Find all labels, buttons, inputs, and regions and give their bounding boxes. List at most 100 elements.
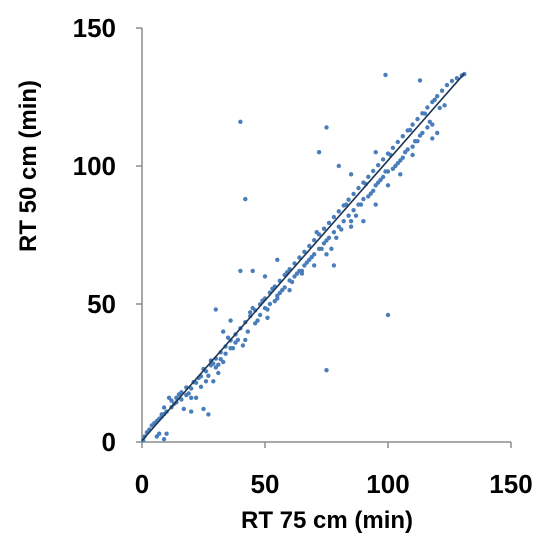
data-point <box>272 299 277 304</box>
data-point <box>307 257 312 262</box>
x-tick-labels: 0 50 100 150 <box>135 469 533 499</box>
data-point <box>316 150 322 155</box>
data-point <box>331 230 337 235</box>
data-point <box>211 379 216 384</box>
data-point <box>410 144 415 149</box>
data-point <box>302 263 307 268</box>
data-point <box>248 310 253 315</box>
x-tick-label: 0 <box>135 469 149 499</box>
data-point <box>312 252 317 257</box>
y-tick-marks <box>136 27 142 443</box>
data-point <box>400 155 405 160</box>
data-point <box>302 249 307 254</box>
data-point <box>189 409 194 414</box>
data-point <box>312 263 317 268</box>
data-point <box>326 220 332 226</box>
data-point <box>238 119 243 125</box>
data-point <box>395 161 400 166</box>
data-point <box>287 278 292 283</box>
data-point <box>267 301 273 307</box>
data-point <box>339 227 344 232</box>
data-point <box>221 329 226 334</box>
data-point <box>326 235 332 240</box>
data-point <box>161 437 167 442</box>
x-axis-title: RT 75 cm (min) <box>241 507 413 534</box>
data-point <box>243 337 248 343</box>
data-point <box>218 357 223 362</box>
data-point <box>174 395 179 400</box>
data-point <box>203 379 209 384</box>
data-point <box>407 127 413 133</box>
data-point <box>361 196 366 202</box>
data-point <box>324 125 329 130</box>
data-point <box>398 172 403 177</box>
data-point <box>417 78 423 83</box>
data-point <box>324 252 329 257</box>
data-point <box>216 370 221 376</box>
y-tick-label: 150 <box>73 13 116 43</box>
data-point <box>373 150 378 155</box>
data-point <box>157 431 162 436</box>
x-tick-label: 100 <box>366 469 409 499</box>
data-point <box>331 263 337 268</box>
data-point <box>238 268 243 274</box>
data-point <box>307 243 312 249</box>
data-point <box>366 174 371 179</box>
data-point <box>201 406 206 412</box>
data-point <box>275 293 280 298</box>
data-point <box>321 226 327 231</box>
data-point <box>240 343 246 348</box>
data-point <box>351 191 356 197</box>
data-point <box>385 183 391 188</box>
data-point <box>216 362 221 367</box>
data-point <box>186 391 191 396</box>
data-point <box>189 395 194 400</box>
data-point <box>265 315 270 320</box>
data-point <box>161 405 167 410</box>
y-tick-label: 0 <box>102 427 116 457</box>
data-point <box>376 180 381 185</box>
data-point <box>454 76 460 81</box>
data-point <box>439 88 445 93</box>
data-point <box>312 238 317 243</box>
data-point <box>336 224 341 229</box>
data-point <box>206 412 211 417</box>
data-point <box>275 257 280 262</box>
data-point <box>415 139 420 144</box>
data-point <box>262 305 268 311</box>
data-point <box>253 321 258 326</box>
data-point <box>444 82 450 88</box>
data-point <box>233 340 238 345</box>
data-point <box>169 398 174 403</box>
data-point <box>420 130 425 136</box>
data-point <box>243 196 248 202</box>
data-point <box>336 209 341 214</box>
data-point <box>380 174 386 180</box>
data-point <box>262 274 268 279</box>
data-point <box>316 246 322 251</box>
data-point <box>206 373 211 378</box>
data-point <box>297 255 302 260</box>
axes <box>136 27 512 448</box>
x-tick-marks <box>141 442 512 448</box>
data-point <box>348 219 354 224</box>
data-point <box>366 194 371 199</box>
data-point <box>353 213 359 218</box>
data-point <box>400 134 405 139</box>
data-point <box>250 305 255 311</box>
data-point <box>282 285 287 290</box>
data-point <box>250 268 255 274</box>
data-point <box>422 111 428 116</box>
data-point <box>410 122 415 127</box>
data-point <box>179 397 184 402</box>
data-point <box>435 94 440 99</box>
data-point <box>385 312 391 318</box>
data-point <box>405 147 410 152</box>
data-point <box>324 368 329 373</box>
data-point <box>356 202 361 207</box>
data-point <box>437 105 442 111</box>
data-point <box>213 307 218 312</box>
data-point <box>427 119 432 125</box>
data-point <box>390 166 396 171</box>
